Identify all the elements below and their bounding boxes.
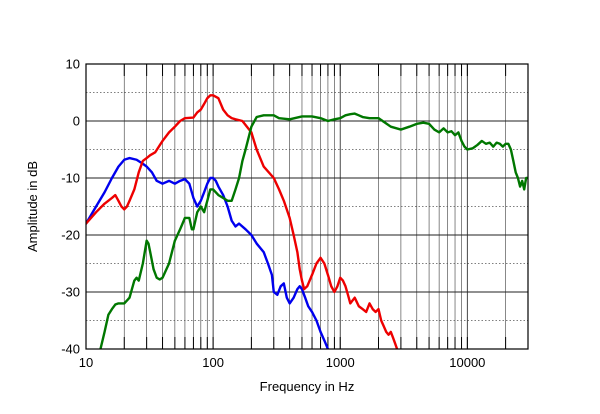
series-line-2: [86, 94, 399, 349]
y-tick-label: -30: [61, 285, 80, 300]
y-tick-label: -20: [61, 228, 80, 243]
y-tick-label: 10: [66, 57, 80, 72]
x-tick-label: 10000: [449, 355, 485, 370]
x-axis-title: Frequency in Hz: [260, 379, 355, 394]
y-tick-label: -40: [61, 342, 80, 357]
series-line-1: [86, 156, 330, 349]
x-tick-label: 100: [202, 355, 224, 370]
y-axis-title: Amplitude in dB: [25, 161, 40, 252]
y-tick-label: 0: [73, 114, 80, 129]
y-tick-label: -10: [61, 171, 80, 186]
x-tick-label: 10: [79, 355, 93, 370]
series-group: [86, 94, 528, 349]
plot-frame: [85, 63, 529, 350]
series-line-3: [99, 112, 528, 349]
x-tick-label: 1000: [326, 355, 355, 370]
